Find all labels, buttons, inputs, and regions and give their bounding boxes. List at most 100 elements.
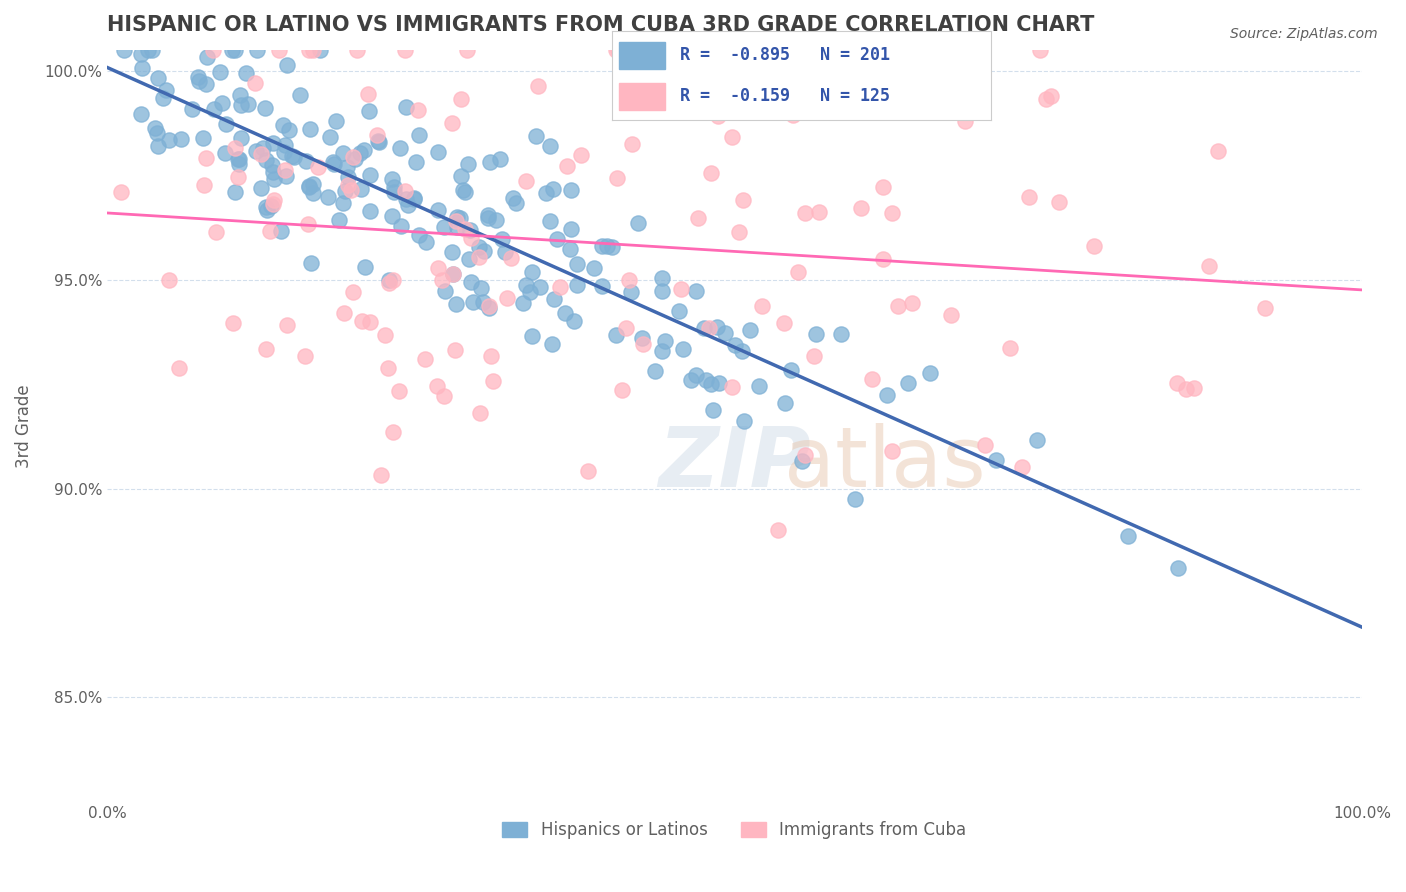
Point <box>806 326 828 341</box>
Point <box>170 132 193 146</box>
Point <box>350 182 373 196</box>
Point <box>672 342 695 356</box>
Point <box>382 180 405 194</box>
Point <box>450 92 472 106</box>
Point <box>458 252 481 267</box>
Point <box>484 213 506 227</box>
Point <box>441 116 464 130</box>
Point <box>1028 44 1050 58</box>
Point <box>651 284 673 298</box>
Point <box>872 252 894 266</box>
Point <box>686 211 709 226</box>
Point <box>887 299 910 313</box>
Point <box>226 169 249 184</box>
Point <box>727 225 749 239</box>
Point <box>596 239 619 253</box>
Point <box>669 282 692 296</box>
Point <box>1182 381 1205 395</box>
Point <box>432 273 454 287</box>
Point <box>560 183 582 197</box>
Point <box>413 351 436 366</box>
Point <box>277 123 299 137</box>
Point <box>844 492 866 507</box>
Point <box>262 136 284 150</box>
Point <box>803 349 825 363</box>
Point <box>381 209 404 223</box>
Point <box>441 267 464 281</box>
Point <box>723 338 745 352</box>
Point <box>263 194 285 208</box>
Point <box>456 44 478 58</box>
Point <box>565 257 588 271</box>
Bar <box>619 42 665 69</box>
Point <box>900 295 922 310</box>
Point <box>733 194 755 208</box>
Point <box>569 148 592 162</box>
Point <box>333 306 356 320</box>
Point <box>427 261 450 276</box>
Point <box>254 200 277 214</box>
Point <box>378 277 401 291</box>
Point <box>235 66 257 80</box>
Point <box>1083 239 1105 253</box>
Text: atlas: atlas <box>785 423 986 504</box>
Point <box>273 137 295 152</box>
Point <box>543 292 565 306</box>
Point <box>562 314 585 328</box>
Point <box>697 320 720 334</box>
Point <box>773 395 796 409</box>
Point <box>479 155 502 169</box>
Point <box>194 77 217 91</box>
Point <box>224 186 246 200</box>
Point <box>433 389 456 403</box>
Point <box>441 267 464 281</box>
Point <box>263 172 285 186</box>
Point <box>270 224 292 238</box>
Point <box>353 143 375 157</box>
Point <box>681 373 703 387</box>
Point <box>548 279 571 293</box>
Point <box>700 166 723 180</box>
Point <box>644 364 666 378</box>
Point <box>169 361 191 376</box>
Point <box>381 273 404 287</box>
Point <box>617 273 640 287</box>
Point <box>721 129 744 144</box>
Text: ZIP: ZIP <box>658 423 811 504</box>
Point <box>187 70 209 84</box>
Point <box>582 261 605 276</box>
Point <box>152 91 174 105</box>
Point <box>695 373 717 387</box>
Point <box>395 100 418 114</box>
Point <box>600 240 623 254</box>
Point <box>302 177 325 191</box>
Point <box>157 273 180 287</box>
Point <box>793 206 815 220</box>
Point <box>195 151 218 165</box>
Bar <box>619 83 665 110</box>
Point <box>294 349 316 363</box>
Point <box>515 278 537 293</box>
Point <box>316 190 339 204</box>
Point <box>389 219 412 233</box>
Point <box>1040 89 1063 103</box>
Point <box>693 320 716 334</box>
Point <box>236 97 259 112</box>
Point <box>157 133 180 147</box>
Legend: Hispanics or Latinos, Immigrants from Cuba: Hispanics or Latinos, Immigrants from Cu… <box>496 814 973 846</box>
Point <box>482 374 505 388</box>
Point <box>148 70 170 85</box>
Point <box>297 217 319 231</box>
Point <box>505 196 527 211</box>
Point <box>387 384 409 399</box>
Point <box>337 178 360 193</box>
Point <box>221 44 243 58</box>
Point <box>307 160 329 174</box>
Point <box>538 214 561 228</box>
Point <box>222 316 245 330</box>
Point <box>209 65 232 79</box>
Point <box>129 107 152 121</box>
Point <box>231 98 253 112</box>
Point <box>1047 194 1070 209</box>
Point <box>897 376 920 391</box>
